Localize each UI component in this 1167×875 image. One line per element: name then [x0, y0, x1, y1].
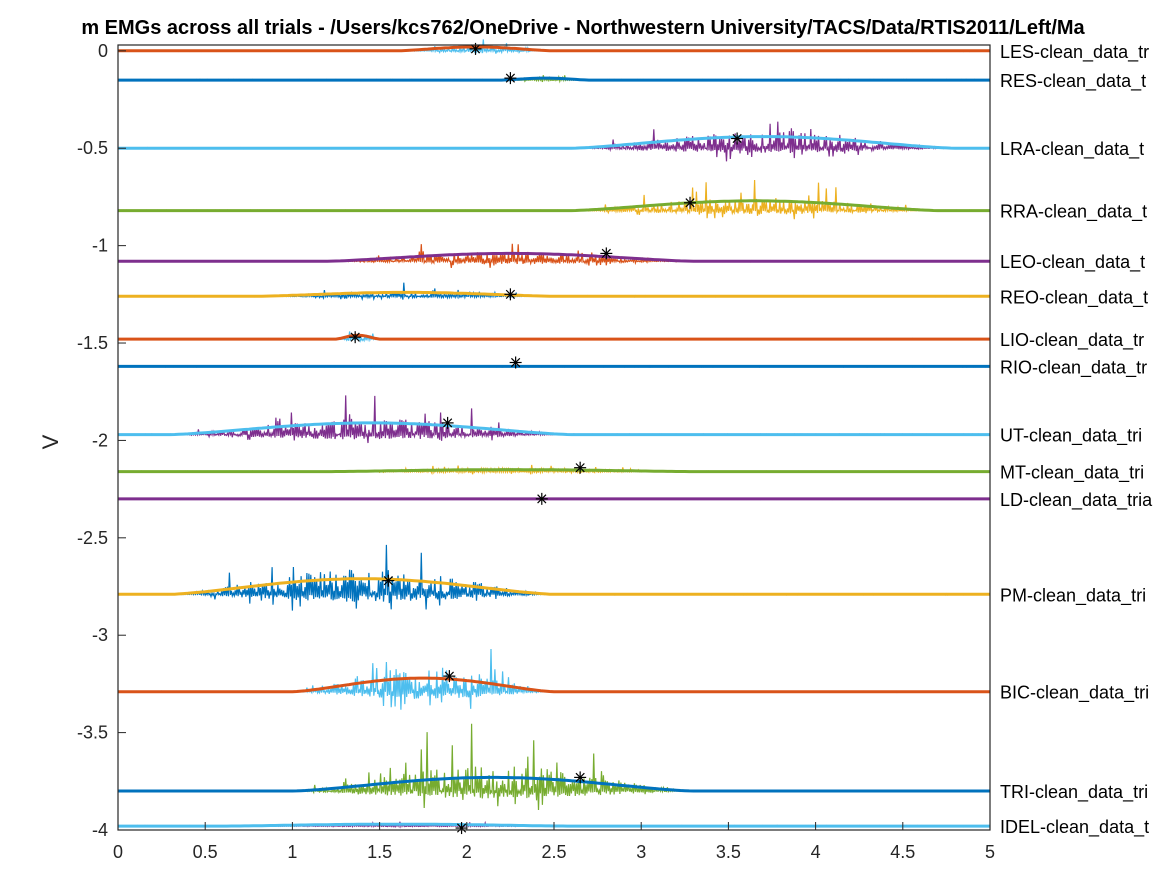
y-tick-label: -1: [92, 236, 108, 256]
envelope-line: [118, 775, 990, 793]
x-tick-label: 0.5: [193, 842, 218, 862]
raw-trace: [118, 179, 991, 220]
x-tick-label: 3.5: [716, 842, 741, 862]
series-label: BIC-clean_data_tri: [1000, 683, 1149, 704]
y-tick-label: -4: [92, 820, 108, 840]
series-label: UT-clean_data_tri: [1000, 426, 1142, 447]
peak-marker: [684, 196, 697, 209]
series-label: LD-clean_data_tria: [1000, 490, 1153, 511]
peak-marker: [535, 492, 548, 505]
series-label: LEO-clean_data_t: [1000, 252, 1145, 273]
series-label: REO-clean_data_t: [1000, 287, 1148, 308]
trace-layer: [117, 39, 991, 829]
peak-marker: [349, 331, 362, 344]
series-label: PM-clean_data_tri: [1000, 585, 1146, 606]
x-tick-label: 4.5: [890, 842, 915, 862]
x-axis-ticks: 0 0.5 1 1.5 2 2.5 3 3.5 4 4.5 5: [113, 822, 995, 862]
y-axis-ticks: 0 -0.5 -1 -1.5 -2 -2.5 -3 -3.5 -4: [77, 41, 126, 840]
x-tick-label: 3: [636, 842, 646, 862]
x-tick-label: 2.5: [541, 842, 566, 862]
envelope-line: [118, 290, 990, 298]
marker-layer: [349, 42, 744, 835]
envelope-line: [118, 135, 990, 150]
x-tick-label: 1: [287, 842, 297, 862]
series-label: LRA-clean_data_t: [1000, 139, 1144, 160]
envelope-line: [118, 251, 990, 263]
series-label: LES-clean_data_tr: [1000, 42, 1149, 63]
raw-trace: [118, 243, 991, 268]
y-tick-label: -2.5: [77, 528, 108, 548]
x-tick-label: 2: [462, 842, 472, 862]
series-label: RIO-clean_data_tr: [1000, 357, 1147, 378]
y-tick-label: -1.5: [77, 333, 108, 353]
peak-marker: [504, 288, 517, 301]
raw-trace: [117, 648, 991, 710]
series-label: IDEL-clean_data_t: [1000, 817, 1149, 838]
envelope-line: [118, 199, 990, 213]
x-tick-label: 5: [985, 842, 995, 862]
x-tick-label: 1.5: [367, 842, 392, 862]
envelope-line: [118, 333, 990, 341]
peak-marker: [455, 822, 468, 835]
series-label: MT-clean_data_tri: [1000, 463, 1144, 484]
envelope-line: [118, 76, 990, 82]
y-axis-label: V: [38, 434, 63, 449]
y-tick-label: -3: [92, 625, 108, 645]
series-label: LIO-clean_data_tr: [1000, 330, 1144, 351]
series-labels: LES-clean_data_tr RES-clean_data_t LRA-cle…: [1000, 42, 1153, 838]
y-tick-label: 0: [98, 41, 108, 61]
raw-trace: [117, 544, 991, 611]
envelope-line: [118, 421, 990, 437]
series-label: TRI-clean_data_tri: [1000, 782, 1148, 803]
envelope-line: [118, 45, 990, 53]
envelope-line: [118, 676, 990, 694]
peak-marker: [574, 771, 587, 784]
peak-marker: [382, 574, 395, 587]
x-tick-label: 4: [811, 842, 821, 862]
y-tick-label: -0.5: [77, 138, 108, 158]
peak-marker: [600, 247, 613, 260]
peak-marker: [443, 670, 456, 683]
peak-marker: [731, 132, 744, 145]
y-tick-label: -2: [92, 430, 108, 450]
raw-trace: [117, 723, 991, 811]
peak-marker: [504, 72, 517, 85]
envelope-line: [118, 468, 990, 474]
peak-marker: [509, 356, 522, 369]
peak-marker: [441, 416, 454, 429]
series-label: RES-clean_data_t: [1000, 71, 1146, 92]
series-label: RRA-clean_data_t: [1000, 202, 1147, 223]
envelope-line: [118, 577, 990, 596]
chart-title: m EMGs across all trials - /Users/kcs762…: [81, 17, 1085, 39]
peak-marker: [574, 461, 587, 474]
x-tick-label: 0: [113, 842, 123, 862]
y-tick-label: -3.5: [77, 723, 108, 743]
